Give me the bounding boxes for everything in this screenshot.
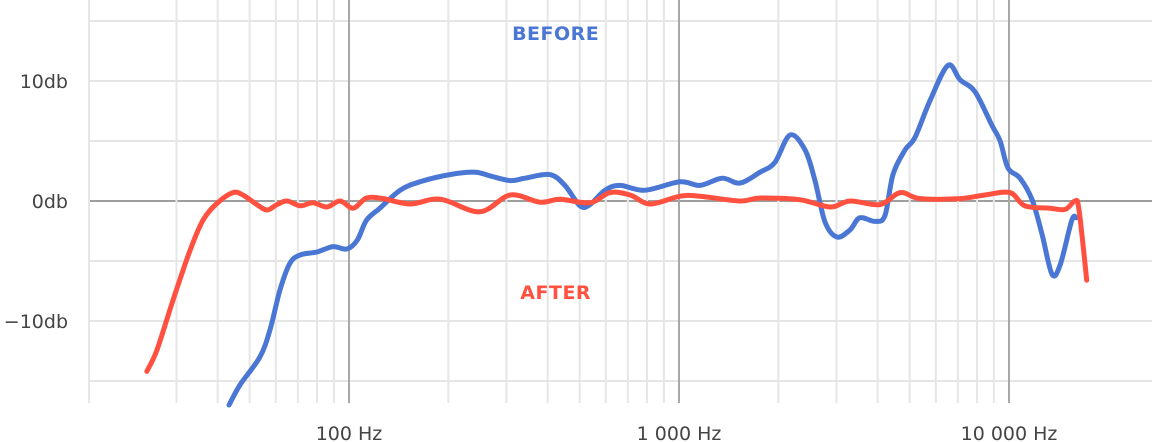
- x-axis: 100 Hz 1 000 Hz 10 000 Hz: [316, 423, 1058, 442]
- y-axis: 10db 0db −10db: [4, 71, 68, 333]
- x-tick-label: 10 000 Hz: [961, 423, 1058, 442]
- series-line-before: [226, 62, 1079, 408]
- series-label-before: BEFORE: [512, 23, 599, 45]
- x-tick-label: 1 000 Hz: [637, 423, 722, 442]
- y-tick-label: 10db: [20, 71, 68, 93]
- y-tick-label: −10db: [4, 311, 68, 333]
- series-lines: [144, 62, 1090, 408]
- series-label-after: AFTER: [520, 282, 591, 304]
- series-line-after: [144, 189, 1090, 374]
- series-labels: BEFORE AFTER: [512, 23, 599, 304]
- y-tick-label: 0db: [32, 191, 68, 213]
- x-tick-label: 100 Hz: [316, 423, 383, 442]
